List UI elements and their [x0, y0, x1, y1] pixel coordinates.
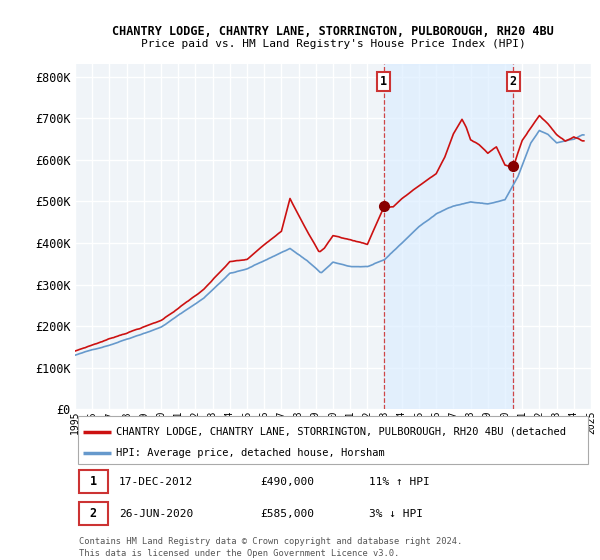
Text: £585,000: £585,000: [261, 508, 315, 519]
Text: CHANTRY LODGE, CHANTRY LANE, STORRINGTON, PULBOROUGH, RH20 4BU: CHANTRY LODGE, CHANTRY LANE, STORRINGTON…: [112, 25, 554, 38]
Text: 3% ↓ HPI: 3% ↓ HPI: [369, 508, 423, 519]
Text: 1: 1: [380, 74, 388, 88]
FancyBboxPatch shape: [79, 470, 107, 493]
Text: HPI: Average price, detached house, Horsham: HPI: Average price, detached house, Hors…: [116, 448, 385, 458]
Text: CHANTRY LODGE, CHANTRY LANE, STORRINGTON, PULBOROUGH, RH20 4BU (detached: CHANTRY LODGE, CHANTRY LANE, STORRINGTON…: [116, 427, 566, 437]
Bar: [384, 64, 514, 409]
Text: £490,000: £490,000: [261, 477, 315, 487]
Text: 1: 1: [90, 475, 97, 488]
Text: 17-DEC-2012: 17-DEC-2012: [119, 477, 193, 487]
Text: 2: 2: [90, 507, 97, 520]
Text: 2: 2: [510, 74, 517, 88]
Text: 26-JUN-2020: 26-JUN-2020: [119, 508, 193, 519]
Text: Price paid vs. HM Land Registry's House Price Index (HPI): Price paid vs. HM Land Registry's House …: [140, 39, 526, 49]
Text: This data is licensed under the Open Government Licence v3.0.: This data is licensed under the Open Gov…: [79, 549, 400, 558]
Text: Contains HM Land Registry data © Crown copyright and database right 2024.: Contains HM Land Registry data © Crown c…: [79, 537, 463, 546]
Text: 11% ↑ HPI: 11% ↑ HPI: [369, 477, 430, 487]
FancyBboxPatch shape: [79, 502, 107, 525]
FancyBboxPatch shape: [77, 417, 589, 464]
